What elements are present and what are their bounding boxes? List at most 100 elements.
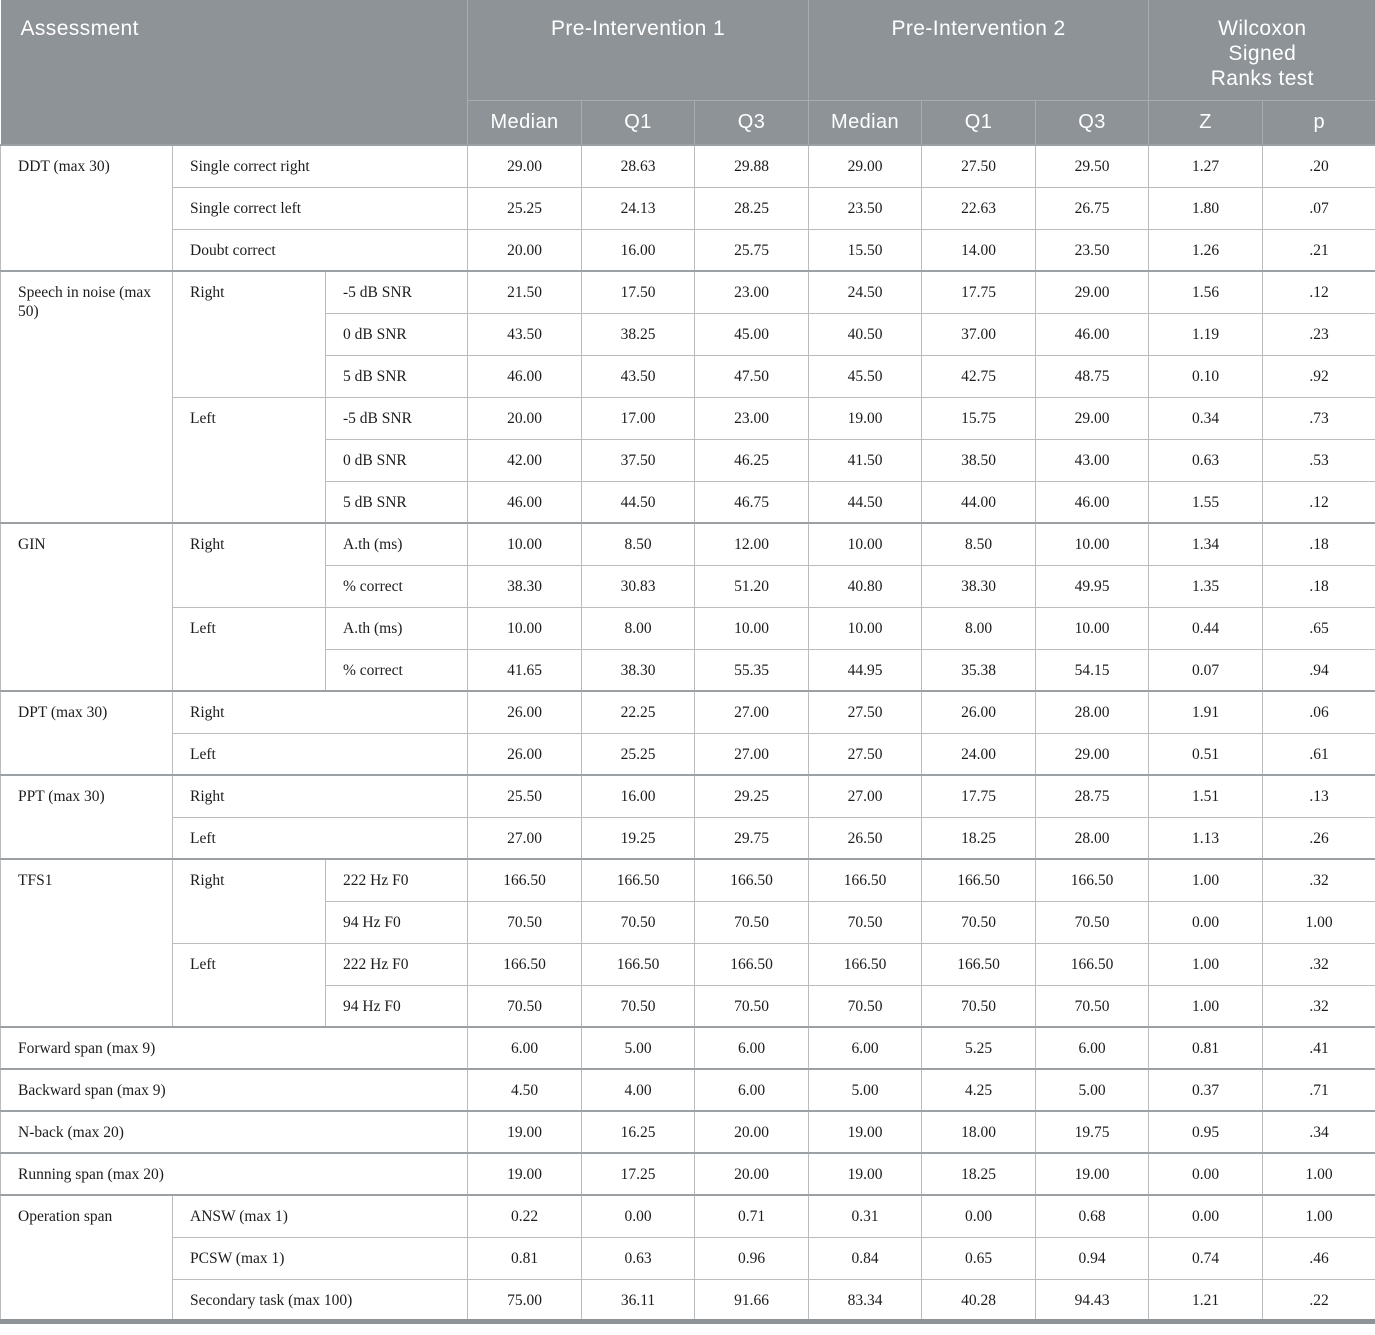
value-cell: 70.50: [693, 900, 810, 944]
value-cell: 46.00: [1035, 312, 1150, 356]
value-cell: 27.50: [808, 690, 923, 734]
group-label: DPT (max 30): [0, 690, 173, 776]
header-z: Z: [1148, 99, 1263, 145]
value-cell: 5.00: [581, 1026, 695, 1070]
value-cell: 166.50: [693, 858, 810, 902]
value-cell: 36.11: [581, 1278, 695, 1322]
header-p: p: [1262, 99, 1375, 145]
value-cell: 29.00: [808, 144, 923, 188]
row-label: Secondary task (max 100): [172, 1278, 468, 1322]
table-row: Running span (max 20) 19.00 17.25 20.00 …: [0, 1152, 1375, 1196]
value-cell: .22: [1262, 1278, 1375, 1322]
value-cell: 1.00: [1262, 900, 1375, 944]
value-cell: 44.50: [581, 480, 695, 524]
value-cell: 5.25: [921, 1026, 1037, 1070]
value-cell: 0.00: [1148, 900, 1264, 944]
value-cell: 4.25: [921, 1068, 1037, 1112]
group-label: Speech in noise (max 50): [0, 270, 173, 524]
value-cell: .61: [1262, 732, 1375, 776]
value-cell: 70.50: [693, 984, 810, 1028]
value-cell: 0.37: [1148, 1068, 1264, 1112]
value-cell: 46.00: [1035, 480, 1150, 524]
value-cell: 17.75: [921, 270, 1037, 314]
value-cell: 0.94: [1035, 1236, 1150, 1280]
row-label: A.th (ms): [325, 606, 468, 650]
value-cell: .41: [1262, 1026, 1375, 1070]
table-body: DDT (max 30) Single correct right 29.00 …: [0, 144, 1375, 1322]
value-cell: 26.00: [467, 690, 582, 734]
side-label: Right: [172, 522, 326, 608]
value-cell: 19.00: [467, 1110, 582, 1154]
row-label: 5 dB SNR: [325, 480, 468, 524]
value-cell: 19.00: [808, 1110, 923, 1154]
value-cell: 41.50: [808, 438, 923, 482]
value-cell: 166.50: [467, 858, 582, 902]
value-cell: 0.74: [1148, 1236, 1264, 1280]
value-cell: 26.50: [808, 816, 923, 860]
table-row: 94 Hz F0 70.50 70.50 70.50 70.50 70.50 7…: [1, 984, 1375, 1028]
header-pre-intervention-1: Pre-Intervention 1: [466, 0, 809, 100]
value-cell: 17.50: [581, 270, 695, 314]
value-cell: 29.00: [1035, 732, 1150, 776]
row-label: Left: [172, 816, 468, 860]
value-cell: 1.13: [1148, 816, 1264, 860]
value-cell: 27.00: [808, 774, 923, 818]
side-label: Left: [172, 942, 326, 1028]
row-label: -5 dB SNR: [325, 270, 468, 314]
row-label: Doubt correct: [172, 228, 468, 272]
value-cell: 166.50: [808, 858, 923, 902]
value-cell: 70.50: [581, 900, 695, 944]
value-cell: 22.63: [921, 186, 1037, 230]
value-cell: 8.00: [921, 606, 1037, 650]
value-cell: .71: [1262, 1068, 1375, 1112]
table-row: 0 dB SNR 43.50 38.25 45.00 40.50 37.00 4…: [1, 312, 1375, 356]
value-cell: .26: [1262, 816, 1375, 860]
value-cell: 28.63: [581, 144, 695, 188]
table-row: Operation span ANSW (max 1) 0.22 0.00 0.…: [0, 1194, 1375, 1322]
table-row: Left 222 Hz F0 166.50 166.50 166.50 166.…: [1, 942, 1375, 1028]
value-cell: .13: [1262, 774, 1375, 818]
value-cell: .94: [1262, 648, 1375, 692]
value-cell: 23.00: [693, 270, 810, 314]
value-cell: 21.50: [467, 270, 582, 314]
value-cell: 70.50: [1035, 984, 1150, 1028]
value-cell: 37.00: [921, 312, 1037, 356]
header-median-1: Median: [467, 99, 582, 145]
value-cell: 70.50: [467, 900, 582, 944]
table-row: 5 dB SNR 46.00 44.50 46.75 44.50 44.00 4…: [1, 480, 1375, 524]
value-cell: 166.50: [808, 942, 923, 986]
value-cell: 0.31: [808, 1194, 923, 1238]
value-cell: 25.25: [467, 186, 582, 230]
value-cell: 54.15: [1035, 648, 1150, 692]
value-cell: 19.25: [581, 816, 695, 860]
value-cell: 0.68: [1035, 1194, 1150, 1238]
value-cell: .65: [1262, 606, 1375, 650]
value-cell: 26.75: [1035, 186, 1150, 230]
value-cell: 4.50: [467, 1068, 582, 1112]
value-cell: 46.75: [693, 480, 810, 524]
value-cell: .20: [1262, 144, 1375, 188]
header-wilcoxon: Wilcoxon Signed Ranks test: [1148, 0, 1375, 100]
value-cell: .18: [1262, 522, 1375, 566]
table-row: Backward span (max 9) 4.50 4.00 6.00 5.0…: [0, 1068, 1375, 1112]
value-cell: 70.50: [1035, 900, 1150, 944]
value-cell: 44.95: [808, 648, 923, 692]
row-label: Single correct left: [172, 186, 468, 230]
value-cell: 6.00: [693, 1026, 810, 1070]
row-label: 222 Hz F0: [325, 942, 468, 986]
row-label: % correct: [325, 564, 468, 608]
value-cell: 20.00: [693, 1110, 810, 1154]
side-label: Right: [172, 270, 326, 398]
row-label: 5 dB SNR: [325, 354, 468, 398]
value-cell: 0.71: [693, 1194, 810, 1238]
value-cell: 0.81: [467, 1236, 582, 1280]
row-label: 0 dB SNR: [325, 312, 468, 356]
value-cell: 0.34: [1148, 396, 1264, 440]
value-cell: 43.50: [467, 312, 582, 356]
value-cell: 0.65: [921, 1236, 1037, 1280]
row-label: 0 dB SNR: [325, 438, 468, 482]
row-label: -5 dB SNR: [325, 396, 468, 440]
table-header: Assessment Pre-Intervention 1 Pre-Interv…: [0, 0, 1375, 145]
value-cell: 19.75: [1035, 1110, 1150, 1154]
